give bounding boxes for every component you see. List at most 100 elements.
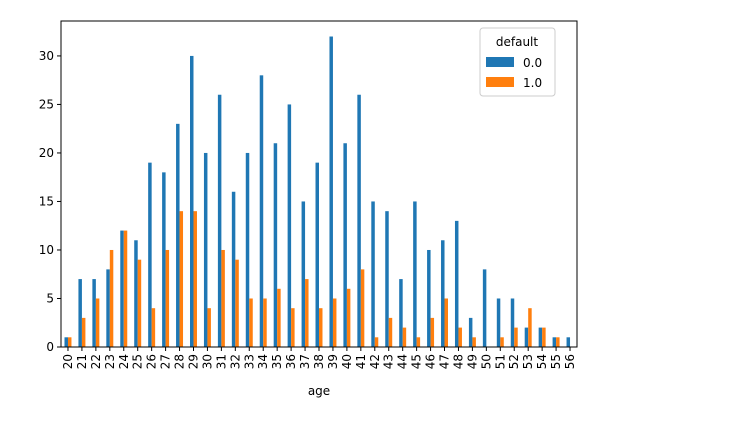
x-tick-label-40: 40	[340, 354, 354, 369]
bar-series-0.0-age-24	[120, 230, 124, 347]
bar-series-0.0-age-27	[162, 172, 166, 347]
bar-series-1.0-age-28	[179, 211, 184, 347]
bar-series-1.0-age-40	[346, 288, 351, 347]
bar-series-0.0-age-56	[566, 337, 571, 347]
bar-series-0.0-age-32	[231, 191, 236, 347]
bar-series-0.0-age-53	[524, 327, 529, 347]
bar-series-1.0-age-32	[235, 259, 239, 347]
bar-series-1.0-age-44	[402, 327, 407, 347]
y-tick-label-30: 30	[39, 49, 54, 63]
x-tick-label-39: 39	[326, 354, 340, 369]
x-tick-label-43: 43	[382, 354, 396, 369]
x-tick-label-35: 35	[270, 354, 284, 369]
x-tick-label-23: 23	[103, 354, 117, 369]
bar-series-1.0-age-42	[374, 337, 379, 347]
bar-series-0.0-age-34	[259, 75, 264, 347]
x-tick-label-24: 24	[117, 354, 131, 369]
bar-series-1.0-age-49	[472, 337, 476, 347]
bar-series-0.0-age-20	[64, 337, 68, 347]
bar-series-0.0-age-42	[371, 201, 375, 347]
bar-series-0.0-age-54	[538, 327, 543, 347]
bar-series-1.0-age-35	[277, 288, 281, 347]
x-tick-label-52: 52	[507, 354, 521, 369]
x-tick-label-46: 46	[424, 354, 438, 369]
bar-series-1.0-age-22	[95, 298, 100, 347]
x-tick-label-51: 51	[493, 354, 507, 369]
legend-title: default	[496, 35, 539, 49]
y-tick-label-10: 10	[39, 243, 54, 257]
bar-series-0.0-age-22	[92, 279, 96, 347]
bar-series-1.0-age-21	[81, 317, 86, 347]
bar-series-1.0-age-54	[542, 327, 546, 347]
bar-series-1.0-age-33	[249, 298, 253, 347]
x-tick-label-37: 37	[298, 354, 312, 369]
bar-series-0.0-age-41	[357, 94, 361, 348]
bar-series-0.0-age-25	[134, 240, 138, 347]
bar-series-1.0-age-39	[332, 298, 337, 347]
bar-series-0.0-age-23	[106, 269, 110, 347]
bar-series-0.0-age-37	[301, 201, 306, 347]
x-tick-label-55: 55	[549, 354, 563, 369]
x-tick-label-47: 47	[438, 354, 452, 369]
bar-series-1.0-age-29	[193, 211, 197, 347]
bar-series-1.0-age-41	[360, 269, 365, 347]
x-tick-label-25: 25	[131, 354, 145, 369]
x-tick-label-31: 31	[214, 354, 228, 369]
bar-series-0.0-age-31	[217, 94, 222, 348]
x-axis-label: age	[308, 384, 330, 398]
bar-series-0.0-age-33	[245, 152, 250, 347]
bar-series-0.0-age-55	[552, 337, 557, 347]
y-tick-label-25: 25	[39, 97, 54, 111]
bar-series-0.0-age-26	[148, 162, 152, 347]
x-tick-label-27: 27	[159, 354, 173, 369]
bars	[64, 36, 571, 348]
bar-series-1.0-age-55	[556, 337, 560, 347]
bar-series-1.0-age-26	[151, 308, 156, 347]
bar-series-1.0-age-36	[291, 308, 295, 347]
bar-series-0.0-age-21	[78, 279, 82, 347]
bar-series-0.0-age-29	[190, 55, 194, 348]
x-tick-label-33: 33	[242, 354, 256, 369]
bar-series-0.0-age-48	[454, 220, 459, 347]
x-tick-label-49: 49	[465, 354, 479, 369]
bar-series-0.0-age-51	[496, 298, 501, 347]
x-tick-label-30: 30	[200, 354, 214, 369]
bar-series-0.0-age-40	[343, 143, 347, 347]
x-tick-label-42: 42	[368, 354, 382, 369]
bar-series-1.0-age-31	[221, 249, 225, 347]
x-tick-label-54: 54	[535, 354, 549, 369]
y-tick-label-15: 15	[39, 194, 54, 208]
bar-series-0.0-age-43	[385, 211, 389, 347]
bar-series-1.0-age-51	[500, 337, 504, 347]
x-tick-label-26: 26	[145, 354, 159, 369]
bar-series-1.0-age-48	[458, 327, 462, 347]
bar-series-1.0-age-43	[388, 317, 393, 347]
legend-swatch-1.0	[486, 77, 514, 87]
x-tick-label-56: 56	[563, 354, 577, 369]
x-tick-label-28: 28	[173, 354, 187, 369]
x-tick-label-36: 36	[284, 354, 298, 369]
bar-series-0.0-age-49	[468, 317, 473, 347]
legend-label-0.0: 0.0	[523, 56, 542, 70]
bar-series-0.0-age-35	[273, 143, 278, 347]
y-axis: 0 5 10 15 20 25 30	[39, 49, 61, 354]
x-axis: 20 21 22 23 24 25 26 27 28 29 30 31 32 33 34 35 36 37 38 39…	[61, 347, 577, 369]
x-tick-label-22: 22	[89, 354, 103, 369]
x-tick-label-29: 29	[186, 354, 200, 369]
bar-series-1.0-age-20	[67, 337, 72, 347]
bar-series-1.0-age-52	[514, 327, 518, 347]
x-tick-label-44: 44	[396, 354, 410, 369]
bar-series-1.0-age-25	[137, 259, 142, 347]
bar-series-1.0-age-24	[123, 230, 128, 347]
x-tick-label-38: 38	[312, 354, 326, 369]
legend-swatch-0.0	[486, 57, 514, 67]
y-tick-label-20: 20	[39, 146, 54, 160]
x-tick-label-45: 45	[410, 354, 424, 369]
bar-series-0.0-age-36	[287, 104, 292, 347]
bar-series-1.0-age-30	[207, 308, 211, 347]
x-tick-label-34: 34	[256, 354, 270, 369]
bar-series-1.0-age-34	[263, 298, 267, 347]
x-tick-label-50: 50	[479, 354, 493, 369]
y-tick-label-0: 0	[46, 340, 54, 354]
